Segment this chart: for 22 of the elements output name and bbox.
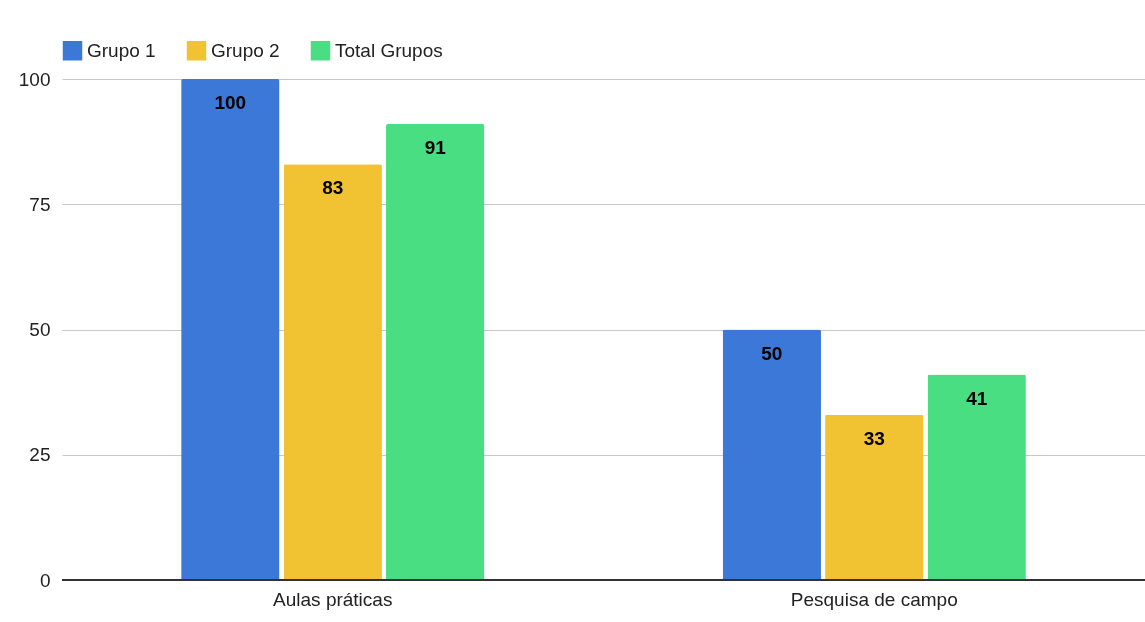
legend-label: Grupo 2 xyxy=(211,39,280,61)
bar xyxy=(722,329,821,580)
y-tick-label: 25 xyxy=(29,444,51,466)
legend-label: Total Grupos xyxy=(335,39,443,61)
y-tick-label: 75 xyxy=(29,193,51,215)
data-label: 50 xyxy=(761,342,783,364)
y-tick-label: 50 xyxy=(29,319,51,340)
y-tick-label: 100 xyxy=(18,68,51,90)
x-tick-label: Aulas práticas xyxy=(273,588,393,610)
data-label: 83 xyxy=(322,177,344,199)
data-label: 33 xyxy=(863,427,885,449)
bar xyxy=(386,124,485,580)
bar xyxy=(283,164,382,580)
y-tick-label: 0 xyxy=(39,569,51,591)
data-label: 100 xyxy=(214,92,247,113)
x-tick-label: Pesquisa de campo xyxy=(790,588,958,610)
bar xyxy=(927,374,1026,580)
bar xyxy=(181,79,280,580)
legend-label: Grupo 1 xyxy=(87,39,156,61)
data-label: 91 xyxy=(424,137,447,159)
bar xyxy=(825,414,924,580)
data-label: 41 xyxy=(966,387,988,409)
